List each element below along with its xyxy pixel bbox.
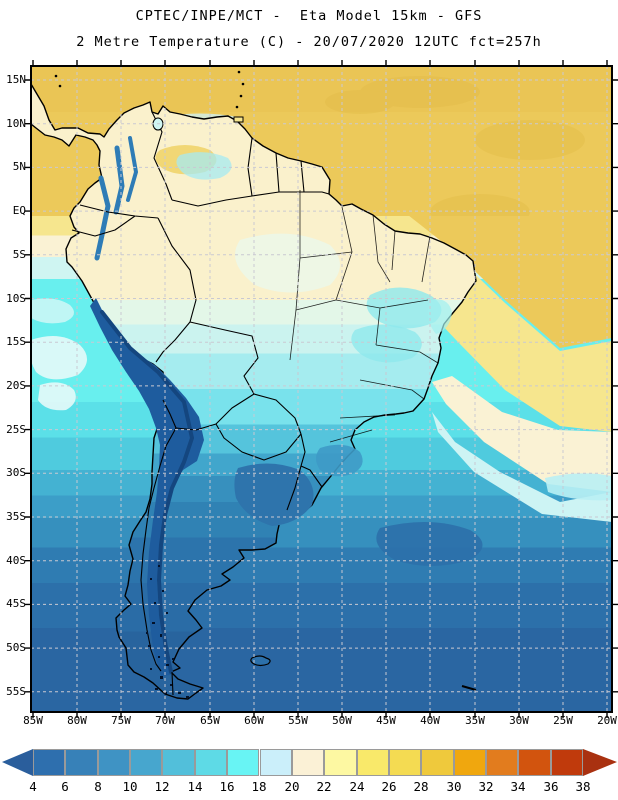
lat-label: 10N: [6, 117, 26, 130]
colorbar-tick: 12: [154, 779, 170, 794]
colorbar-cell: [227, 749, 260, 776]
colorbar-tick: 18: [251, 779, 267, 794]
map-title: CPTEC/INPE/MCT - Eta Model 15km - GFS: [135, 8, 483, 24]
colorbar-tick: 28: [413, 779, 429, 794]
colorbar-tick: 20: [284, 779, 300, 794]
colorbar-cell: [550, 749, 583, 776]
lon-label: 65W: [200, 714, 220, 727]
colorbar-cell: [130, 749, 163, 776]
colorbar-cell: [65, 749, 98, 776]
lon-label: 80W: [67, 714, 87, 727]
lon-label: 55W: [288, 714, 308, 727]
grid-lines: [31, 66, 612, 712]
colorbar-cell: [518, 749, 551, 776]
lon-label: 45W: [376, 714, 396, 727]
lon-label: 30W: [509, 714, 529, 727]
state-borders: [289, 190, 439, 443]
lon-label: 75W: [111, 714, 131, 727]
colorbar-cell: [356, 749, 389, 776]
lat-label: 15N: [6, 73, 26, 86]
map-canvas: [31, 66, 612, 712]
colorbar-cell: [291, 749, 325, 776]
lat-label: 50S: [6, 641, 26, 654]
colorbar-cell: [194, 749, 228, 776]
lon-label: 35W: [465, 714, 485, 727]
lat-label: 30S: [6, 466, 26, 479]
colorbar-underflow-arrow: [2, 749, 33, 776]
land-temperature-patches: [155, 145, 452, 526]
colorbar-cell: [33, 749, 66, 776]
colorbar-tick: 4: [29, 779, 37, 794]
lat-label: 5S: [12, 248, 26, 261]
lon-label: 20W: [597, 714, 617, 727]
colorbar-tick: 10: [122, 779, 138, 794]
lon-label: 50W: [332, 714, 352, 727]
colorbar-tick: 6: [61, 779, 69, 794]
lat-label: EQ: [12, 204, 26, 217]
lon-label: 40W: [420, 714, 440, 727]
map-subtitle: 2 Metre Temperature (C) - 20/07/2020 12U…: [76, 34, 542, 50]
colorbar-overflow-arrow: [583, 749, 617, 776]
lat-label: 45S: [6, 597, 26, 610]
colorbar-cell: [259, 749, 292, 776]
colorbar-tick: 36: [543, 779, 559, 794]
colorbar-cell: [97, 749, 131, 776]
colorbar-tick: 14: [187, 779, 203, 794]
lat-label: 10S: [6, 292, 26, 305]
lat-label: 25S: [6, 423, 26, 436]
andes-ridge: [90, 136, 204, 676]
colorbar-cell: [421, 749, 454, 776]
lat-label: 55S: [6, 685, 26, 698]
colorbar-tick: 34: [510, 779, 526, 794]
lat-label: 15S: [6, 335, 26, 348]
colorbar-cell: [453, 749, 486, 776]
lon-label: 25W: [553, 714, 573, 727]
colorbar-tick: 26: [381, 779, 397, 794]
colorbar-tick: 24: [349, 779, 365, 794]
colorbar-cell: [162, 749, 195, 776]
lon-label: 60W: [244, 714, 264, 727]
lon-label: 70W: [155, 714, 175, 727]
lat-label: 5N: [12, 160, 26, 173]
pacific-pale-patches: [31, 298, 87, 411]
colorbar-cell: [388, 749, 422, 776]
patagonia-speckles: [146, 565, 189, 698]
lat-label: 20S: [6, 379, 26, 392]
colorbar-tick: 30: [446, 779, 462, 794]
colorbar-cell: [324, 749, 357, 776]
lat-label: 40S: [6, 554, 26, 567]
colorbar-tick: 16: [219, 779, 235, 794]
colorbar-tick: 8: [94, 779, 102, 794]
colorbar-cell: [485, 749, 519, 776]
colorbar-tick: 22: [316, 779, 332, 794]
colorbar-tick: 38: [575, 779, 591, 794]
colorbar-tick: 32: [478, 779, 494, 794]
map-frame: [25, 60, 618, 718]
lon-label: 85W: [23, 714, 43, 727]
lat-label: 35S: [6, 510, 26, 523]
